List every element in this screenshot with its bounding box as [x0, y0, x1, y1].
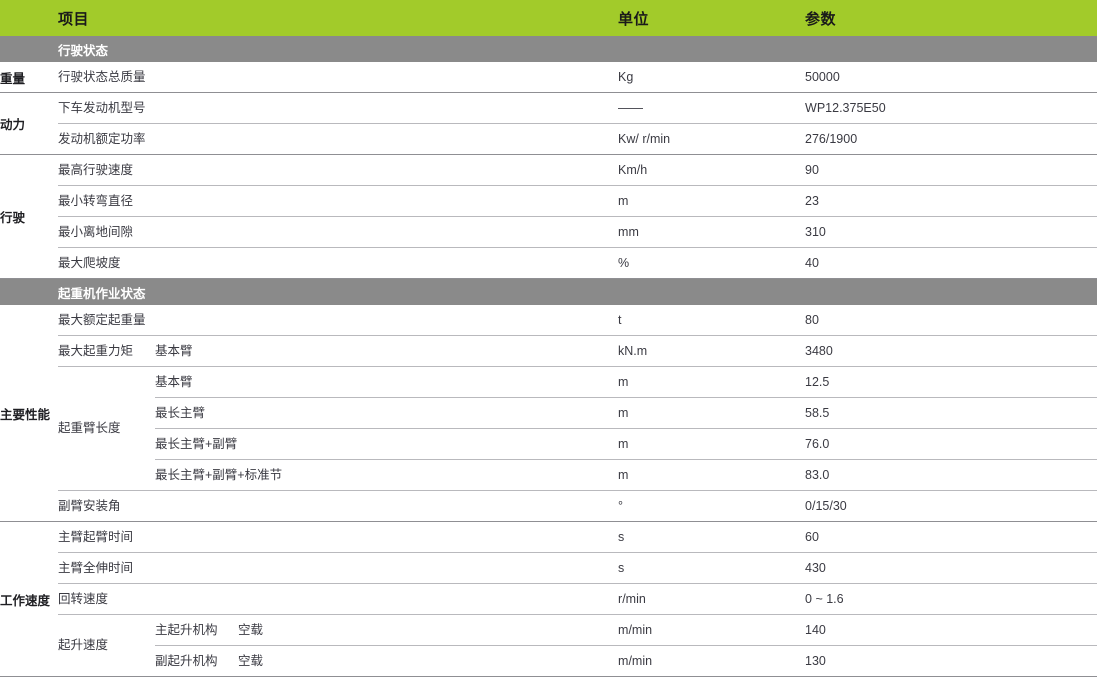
section-band-row: 起重机作业状态: [0, 278, 1097, 305]
parameter-value: 83.0: [805, 459, 1097, 491]
unit-value: r/min: [618, 583, 806, 615]
table-row: 最长主臂+副臂 m 76.0: [0, 428, 1097, 460]
item-label: 副臂安装角: [58, 490, 619, 522]
unit-value: m/min: [618, 645, 806, 677]
parameter-value: 23: [805, 185, 1097, 217]
item-label: 下车发动机型号: [58, 92, 619, 124]
group-label: 行驶: [0, 154, 58, 279]
table-row: 最小离地间隙 mm 310: [0, 216, 1097, 248]
unit-value: m: [618, 366, 806, 398]
item-label: 起升速度: [58, 614, 155, 677]
parameter-value: 140: [805, 614, 1097, 646]
item-label: 最大额定起重量: [58, 305, 619, 336]
parameter-value: 58.5: [805, 397, 1097, 429]
unit-value: m: [618, 397, 806, 429]
parameter-value: WP12.375E50: [805, 92, 1097, 124]
sub-label-2: 空载: [238, 614, 619, 646]
table-row: 回转速度 r/min 0 ~ 1.6: [0, 583, 1097, 615]
unit-value: mm: [618, 216, 806, 248]
group-label: 动力: [0, 92, 58, 155]
item-label: 最大起重力矩: [58, 335, 155, 367]
section-band-row: 行驶状态: [0, 36, 1097, 62]
table-row: 最长主臂+副臂+标准节 m 83.0: [0, 459, 1097, 491]
sub-label-1: 基本臂: [155, 366, 619, 398]
table-header-row: 项目 单位 参数: [0, 0, 1097, 36]
parameter-value: 50000: [805, 62, 1097, 93]
table-row: 工作速度 主臂起臂时间 s 60: [0, 521, 1097, 677]
section-band-spacer: [0, 278, 58, 305]
parameter-value: 76.0: [805, 428, 1097, 460]
parameter-value: 310: [805, 216, 1097, 248]
sub-label-1: 副起升机构: [155, 645, 238, 677]
header-spacer: [0, 0, 58, 36]
sub-label-1: 最长主臂: [155, 397, 619, 429]
unit-value: s: [618, 521, 806, 553]
table-row: 主臂全伸时间 s 430: [0, 552, 1097, 584]
parameter-value: 276/1900: [805, 123, 1097, 155]
sub-label-1: 最长主臂+副臂: [155, 428, 619, 460]
unit-value: Kg: [618, 62, 806, 93]
parameter-value: 0/15/30: [805, 490, 1097, 522]
sub-label-1: 基本臂: [155, 335, 619, 367]
item-label: 回转速度: [58, 583, 619, 615]
group-label: 主要性能: [0, 305, 58, 522]
item-label: 行驶状态总质量: [58, 62, 619, 93]
group-label: 工作速度: [0, 521, 58, 677]
parameter-value: 60: [805, 521, 1097, 553]
item-label: 最小转弯直径: [58, 185, 619, 217]
sub-label-1: 最长主臂+副臂+标准节: [155, 459, 619, 491]
table-row: 起升速度 主起升机构 空载 m/min 140: [0, 614, 1097, 677]
sub-label-2: 空载: [238, 645, 619, 677]
item-label: 起重臂长度: [58, 366, 155, 491]
item-label: 最大爬坡度: [58, 247, 619, 279]
item-label: 最小离地间隙: [58, 216, 619, 248]
unit-value: kN.m: [618, 335, 806, 367]
unit-value: °: [618, 490, 806, 522]
unit-value: s: [618, 552, 806, 584]
table-row: 重量 行驶状态总质量 Kg 50000: [0, 62, 1097, 93]
table-row: 行驶 最高行驶速度 Km/h 90: [0, 154, 1097, 279]
unit-value: m: [618, 459, 806, 491]
table-row: 副起升机构 空载 m/min 130: [0, 645, 1097, 677]
header-parameter: 参数: [805, 0, 1097, 36]
sub-label-1: 主起升机构: [155, 614, 238, 646]
unit-value: %: [618, 247, 806, 279]
parameter-value: 90: [805, 154, 1097, 186]
item-label: 主臂起臂时间: [58, 521, 619, 553]
table-row: 最长主臂 m 58.5: [0, 397, 1097, 429]
table-row: 主要性能 最大额定起重量 t 80: [0, 305, 1097, 522]
table-row: 动力 下车发动机型号 —— WP12.375E50: [0, 92, 1097, 155]
table-row: 副臂安装角 ° 0/15/30: [0, 490, 1097, 522]
table-row: 发动机额定功率 Kw/ r/min 276/1900: [0, 123, 1097, 155]
parameter-value: 3480: [805, 335, 1097, 367]
unit-value: m/min: [618, 614, 806, 646]
section-band-label: 行驶状态: [58, 36, 1097, 62]
header-item: 项目: [58, 0, 619, 36]
section-band-spacer: [0, 36, 58, 62]
item-label: 主臂全伸时间: [58, 552, 619, 584]
unit-value: ——: [618, 92, 806, 124]
parameter-value: 12.5: [805, 366, 1097, 398]
table-row: 起重臂长度 基本臂 m 12.5: [0, 366, 1097, 491]
section-band-label: 起重机作业状态: [58, 278, 1097, 305]
parameter-value: 0 ~ 1.6: [805, 583, 1097, 615]
parameter-value: 130: [805, 645, 1097, 677]
header-unit: 单位: [618, 0, 806, 36]
parameter-value: 430: [805, 552, 1097, 584]
unit-value: m: [618, 428, 806, 460]
unit-value: Kw/ r/min: [618, 123, 806, 155]
parameter-value: 80: [805, 305, 1097, 336]
item-label: 最高行驶速度: [58, 154, 619, 186]
table-row: 最小转弯直径 m 23: [0, 185, 1097, 217]
unit-value: Km/h: [618, 154, 806, 186]
item-label: 发动机额定功率: [58, 123, 619, 155]
unit-value: t: [618, 305, 806, 336]
parameter-value: 40: [805, 247, 1097, 279]
table-row: 最大起重力矩 基本臂 kN.m 3480: [0, 335, 1097, 367]
group-label: 重量: [0, 62, 58, 93]
table-row: 最大爬坡度% 40: [0, 247, 1097, 279]
unit-value: m: [618, 185, 806, 217]
